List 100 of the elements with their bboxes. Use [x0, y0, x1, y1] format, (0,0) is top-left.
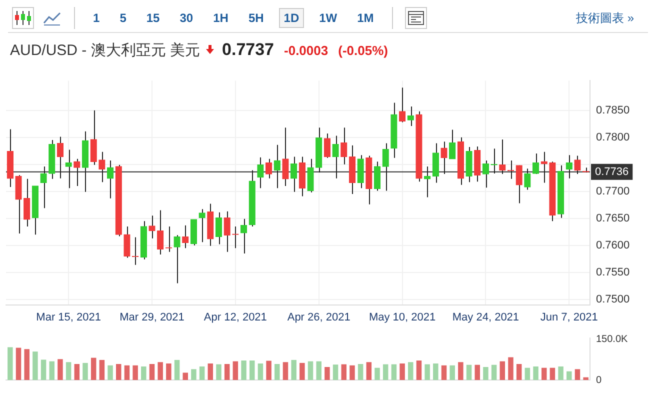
- candlestick: [398, 87, 406, 123]
- candlestick: [532, 153, 540, 175]
- bar: [558, 366, 564, 380]
- x-tick-label: May 24, 2021: [452, 311, 520, 324]
- bar: [316, 361, 322, 380]
- bar: [99, 360, 105, 380]
- bar: [66, 362, 72, 380]
- bar: [40, 360, 46, 380]
- candlestick: [449, 129, 456, 160]
- bar: [500, 361, 506, 380]
- candlestick: [148, 215, 156, 239]
- x-tick-label: May 10, 2021: [368, 311, 436, 324]
- bar: [116, 364, 122, 380]
- bar: [300, 362, 305, 380]
- y-tick-label: 0.7650: [596, 212, 630, 224]
- bar: [566, 371, 572, 380]
- bar: [332, 364, 338, 380]
- bar: [474, 364, 480, 380]
- bar: [74, 364, 80, 380]
- bar: [416, 360, 422, 380]
- bar: [49, 361, 55, 380]
- x-tick-label: Mar 29, 2021: [120, 311, 184, 324]
- bar: [358, 364, 364, 380]
- candlestick: [424, 166, 431, 198]
- candlestick: [466, 146, 472, 183]
- bar: [583, 377, 588, 380]
- bar: [174, 360, 180, 380]
- candlestick: [182, 224, 189, 249]
- candlestick: [407, 106, 414, 126]
- y-tick-label: 0.7800: [596, 131, 630, 144]
- candlestick: [282, 127, 289, 186]
- candlestick: [198, 208, 206, 243]
- x-tick-label: Apr 26, 2021: [287, 311, 350, 324]
- candlestick: [374, 161, 381, 192]
- candlestick: [574, 155, 581, 175]
- bar: [82, 362, 88, 380]
- candlestick: [340, 127, 348, 165]
- candlestick: [174, 234, 180, 284]
- bar: [533, 366, 538, 380]
- y-tick-label: 0.7600: [596, 239, 630, 252]
- bar: [466, 364, 472, 380]
- bar: [550, 368, 556, 380]
- text: 0.7737: [222, 40, 274, 60]
- bar: [391, 364, 397, 380]
- candlestick: [324, 133, 331, 158]
- bar: [324, 366, 330, 380]
- y-tick-label: 0.7700: [596, 185, 630, 198]
- candlestick: [240, 218, 248, 254]
- candlestick: [357, 154, 364, 189]
- bar: [90, 358, 96, 380]
- candlestick: [566, 154, 572, 179]
- candlestick: [524, 168, 531, 190]
- bar: [232, 361, 238, 380]
- bar: [424, 364, 430, 380]
- bar: [266, 360, 272, 380]
- bar: [208, 363, 214, 380]
- bar: [141, 366, 146, 380]
- bar: [24, 349, 30, 380]
- candlestick: [224, 210, 230, 252]
- candlestick: [90, 110, 97, 166]
- candlestick: [516, 164, 522, 204]
- candlestick: [98, 151, 106, 183]
- bar: [516, 364, 522, 380]
- y-tick-label: 150.0K: [596, 334, 628, 346]
- candlestick: [307, 158, 314, 193]
- candlestick: [474, 146, 481, 182]
- bar: [458, 362, 464, 380]
- candlestick: [432, 142, 439, 184]
- bar: [224, 364, 230, 380]
- text: -0.0003: [284, 43, 328, 58]
- bar: [241, 360, 246, 380]
- bar: [491, 364, 497, 380]
- candlestick: [56, 136, 64, 179]
- candlestick: [132, 236, 139, 266]
- candlestick: [499, 138, 506, 175]
- candlestick: [482, 160, 490, 188]
- x-tick-label: Jun 7, 2021: [540, 311, 598, 324]
- bar: [158, 362, 163, 380]
- candlestick: [215, 212, 222, 245]
- candlestick: [65, 149, 72, 189]
- bar: [441, 365, 447, 380]
- bar: [341, 364, 347, 380]
- bar: [191, 369, 196, 380]
- candlestick: [440, 141, 448, 175]
- bar: [291, 360, 296, 380]
- bar: [308, 361, 314, 380]
- bar: [508, 357, 514, 380]
- bar: [32, 352, 38, 380]
- bar: [450, 365, 455, 380]
- ref-line-label: 0.7736: [595, 166, 629, 178]
- bar: [182, 372, 188, 380]
- text: 技術圖表 »: [576, 10, 634, 26]
- x-tick-label: Mar 15, 2021: [36, 311, 101, 324]
- candlestick: [332, 135, 339, 179]
- bar: [382, 364, 388, 380]
- candlestick: [106, 160, 114, 199]
- bar: [400, 363, 405, 380]
- x-tick-label: Apr 12, 2021: [204, 311, 267, 324]
- candlestick: [157, 210, 164, 256]
- candlestick: [257, 156, 264, 189]
